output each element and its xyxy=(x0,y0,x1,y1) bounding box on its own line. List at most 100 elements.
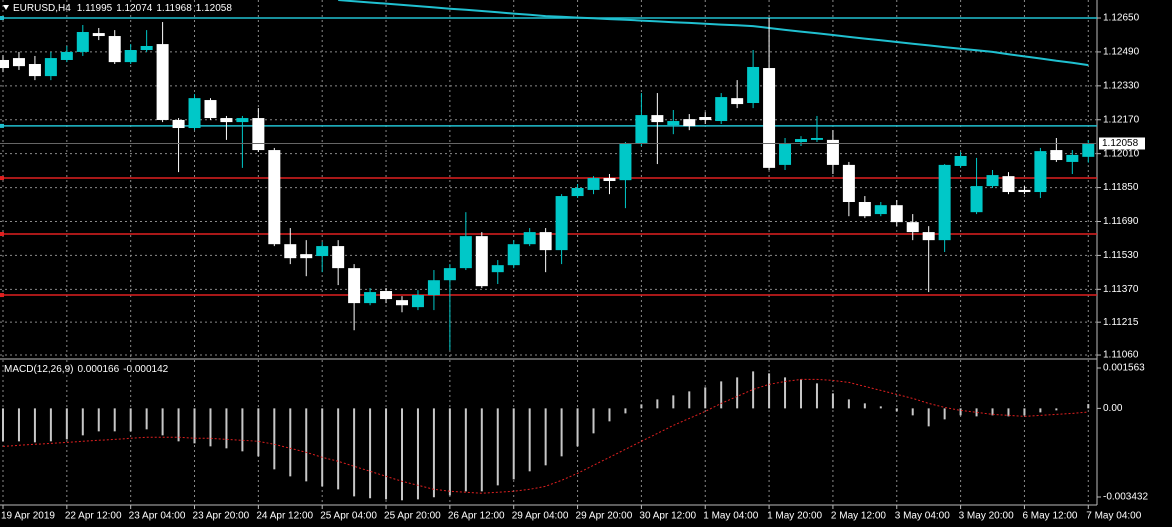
candle-body xyxy=(795,139,807,143)
y-tick-label: 1.12490 xyxy=(1103,47,1140,58)
x-tick-label: 3 May 04:00 xyxy=(895,511,950,522)
x-tick-label: 2 May 12:00 xyxy=(831,511,886,522)
candle-body xyxy=(92,33,105,37)
candle-body xyxy=(938,164,951,241)
candle-body xyxy=(364,292,377,304)
y-tick-label: 1.11060 xyxy=(1103,350,1139,361)
candle-body xyxy=(507,244,520,266)
x-tick-label: 7 May 04:00 xyxy=(1086,511,1141,522)
candle-body xyxy=(348,268,361,304)
x-tick-label: 25 Apr 20:00 xyxy=(384,511,441,522)
candle-body xyxy=(858,201,871,217)
candle-body xyxy=(1066,154,1079,162)
high-value: 1.12074 xyxy=(116,3,153,14)
candle-body xyxy=(427,280,440,296)
open-value: 1.11995 xyxy=(77,3,113,14)
candle-body xyxy=(28,64,41,77)
level-handle xyxy=(0,176,4,181)
candle-body xyxy=(842,164,855,202)
y-tick-label: 1.12010 xyxy=(1103,148,1140,159)
y-tick-label: 1.12330 xyxy=(1103,80,1140,91)
x-tick-label: 30 Apr 12:00 xyxy=(639,511,696,522)
candle-body xyxy=(76,32,89,52)
x-tick-label: 25 Apr 04:00 xyxy=(320,511,377,522)
candle-body xyxy=(44,58,57,77)
candle-body xyxy=(475,236,488,287)
candle-body xyxy=(1018,189,1031,193)
candle-body xyxy=(619,143,632,181)
candle-body xyxy=(459,236,472,269)
y-tick-label: 1.11215 xyxy=(1103,317,1139,328)
candle-body xyxy=(763,68,776,168)
y-tick-label: 1.12650 xyxy=(1103,13,1140,24)
candle-body xyxy=(555,196,568,251)
candle-body xyxy=(539,232,552,251)
candle-body xyxy=(922,232,935,241)
candle-body xyxy=(268,150,281,245)
current-price-box xyxy=(1099,137,1145,150)
candle-body xyxy=(986,175,999,187)
candle-body xyxy=(0,59,9,69)
level-handle xyxy=(0,232,4,237)
x-tick-label: 19 Apr 2019 xyxy=(1,511,55,522)
x-tick-label: 29 Apr 04:00 xyxy=(512,511,569,522)
candle-body xyxy=(603,178,616,182)
level-handle xyxy=(0,293,4,298)
candle-body xyxy=(731,98,744,105)
candle-body xyxy=(747,66,760,104)
candle-body xyxy=(380,291,393,300)
candle-body xyxy=(300,254,313,259)
low-value: 1.11968 xyxy=(156,3,192,14)
menu-arrow[interactable] xyxy=(3,5,9,10)
x-tick-label: 29 Apr 20:00 xyxy=(576,511,633,522)
x-tick-label: 1 May 04:00 xyxy=(703,511,758,522)
candle-body xyxy=(252,118,265,151)
candle-body xyxy=(188,98,201,129)
candle-body xyxy=(874,205,887,215)
x-tick-label: 6 May 12:00 xyxy=(1022,511,1077,522)
candle-body xyxy=(172,119,185,129)
moving-average xyxy=(338,0,1089,67)
x-tick-label: 23 Apr 04:00 xyxy=(129,511,186,522)
signal-value: -0.000142 xyxy=(123,364,168,375)
close-value: 1.12058 xyxy=(196,3,233,14)
macd-value: 0.000166 xyxy=(77,364,119,375)
y-tick-label: 0.00 xyxy=(1103,403,1123,414)
candle-body xyxy=(140,45,153,51)
candle-body xyxy=(826,139,839,165)
candle-body xyxy=(332,246,345,269)
candle-body xyxy=(284,244,297,259)
candle-body xyxy=(156,44,169,120)
candle-body xyxy=(396,300,408,306)
candle-body xyxy=(890,205,903,223)
candle-body xyxy=(491,265,504,273)
candle-body xyxy=(124,50,137,63)
y-tick-label: 1.11370 xyxy=(1103,284,1139,295)
y-tick-label: -0.003432 xyxy=(1103,492,1148,503)
candle-body xyxy=(667,121,680,126)
candle-body xyxy=(1002,176,1015,193)
candle-body xyxy=(954,156,967,166)
candle-body xyxy=(683,119,696,127)
candle-body xyxy=(236,118,249,123)
x-tick-label: 22 Apr 12:00 xyxy=(65,511,122,522)
candle-body xyxy=(651,115,664,123)
candle-body xyxy=(108,36,121,63)
candle-body xyxy=(204,100,217,119)
candle-body xyxy=(699,117,712,120)
candle-body xyxy=(571,188,584,197)
x-tick-label: 3 May 20:00 xyxy=(959,511,1014,522)
x-tick-label: 1 May 20:00 xyxy=(767,511,822,522)
x-tick-label: 24 Apr 12:00 xyxy=(256,511,313,522)
candle-body xyxy=(220,118,233,123)
candle-body xyxy=(443,268,456,281)
y-tick-label: 1.11850 xyxy=(1103,182,1139,193)
candle-body xyxy=(906,222,919,233)
x-tick-label: 26 Apr 12:00 xyxy=(448,511,505,522)
candle-body xyxy=(715,97,728,122)
level-handle xyxy=(0,123,4,128)
current-price-label: 1.12058 xyxy=(1102,138,1139,149)
candle-body xyxy=(1050,150,1063,161)
candle-body xyxy=(1034,151,1047,193)
